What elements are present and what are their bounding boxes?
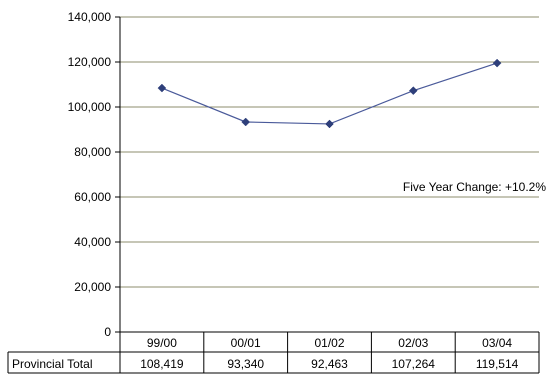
y-tick-labels: 0 20,000 40,000 60,000 80,000 100,000 120,000 1…	[68, 10, 112, 339]
table-cell: 107,264	[392, 357, 436, 371]
series-line	[161, 62, 498, 125]
data-table: 99/00 00/01 01/02 02/03 03/04 Provincial Tota…	[7, 331, 540, 374]
table-cell: 119,514	[476, 357, 519, 371]
table-cell: 93,340	[227, 357, 264, 371]
data-point	[157, 83, 167, 93]
y-tick-label: 20,000	[74, 280, 111, 294]
axes	[115, 16, 121, 333]
five-year-change-annotation: Five Year Change: +10.2%	[403, 180, 546, 194]
table-cell: 108,419	[140, 357, 184, 371]
data-point	[325, 119, 334, 129]
series	[157, 58, 502, 129]
y-tick-label: 0	[104, 325, 111, 339]
y-tick-label: 100,000	[68, 100, 112, 114]
x-tick-label: 01/02	[314, 336, 344, 350]
gridlines	[120, 16, 539, 288]
y-tick-label: 60,000	[74, 190, 111, 204]
y-tick-label: 40,000	[74, 235, 111, 249]
y-tick-label: 80,000	[74, 145, 111, 159]
y-tick-label: 120,000	[68, 55, 112, 69]
x-tick-label: 02/03	[398, 336, 428, 350]
y-tick-label: 140,000	[68, 10, 112, 24]
data-point	[408, 86, 418, 96]
x-tick-label: 03/04	[482, 336, 512, 350]
data-point	[241, 117, 251, 127]
x-tick-label: 99/00	[147, 336, 177, 350]
table-cell: 92,463	[311, 357, 348, 371]
table-row-label: Provincial Total	[12, 357, 92, 371]
x-tick-label: 00/01	[231, 336, 261, 350]
data-point	[492, 58, 502, 68]
